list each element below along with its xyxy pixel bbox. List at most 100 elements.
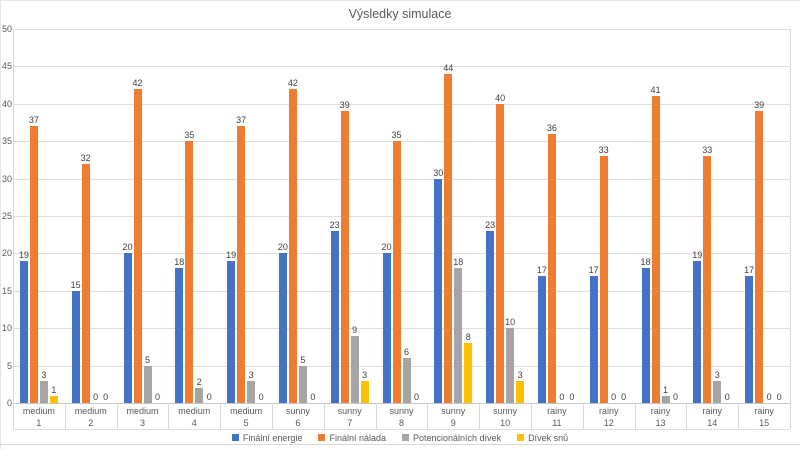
gridline [13, 179, 790, 180]
category-separator [479, 403, 481, 429]
category-weather-label: medium [22, 406, 55, 416]
legend-swatch-icon [318, 434, 326, 441]
bar [195, 388, 204, 403]
y-axis-tick-label: 30 [1, 174, 12, 184]
y-axis-tick-label: 25 [1, 211, 12, 221]
legend-series-label: Finální nálada [329, 432, 386, 443]
category-weather-label: sunny [285, 406, 310, 416]
bar-value-label: 6 [403, 347, 409, 358]
bar-value-label: 5 [300, 354, 306, 365]
bar-value-label: 20 [381, 242, 392, 253]
bar [247, 380, 256, 403]
bar [599, 156, 608, 403]
category-separator [531, 403, 532, 429]
bar-value-label: 20 [277, 242, 288, 253]
category-number-label: 2 [88, 418, 94, 428]
category-separator [323, 403, 325, 429]
y-axis-tick-label: 10 [1, 323, 12, 333]
bar [133, 88, 142, 403]
bar-value-label: 41 [650, 85, 661, 96]
bar-value-label: 33 [702, 145, 713, 156]
bar-value-label: 0 [413, 392, 419, 402]
legend: Finální energie Finální nálada Potencionál… [0, 431, 800, 444]
category-number-label: 13 [655, 418, 666, 428]
category-separator [427, 403, 429, 429]
bar-value-label: 17 [744, 264, 755, 275]
bar-value-label: 0 [258, 392, 264, 402]
gridline [13, 141, 790, 142]
bar [537, 275, 546, 403]
bar-value-label: 44 [443, 62, 454, 73]
bar-value-label: 42 [132, 77, 143, 88]
legend-series-label: Potencionálních dívek [413, 432, 502, 443]
category-separator [738, 403, 740, 429]
category-number-label: 11 [552, 418, 562, 428]
bar [360, 380, 369, 403]
bar-value-label: 42 [287, 77, 298, 88]
bar-value-label: 0 [206, 392, 212, 402]
gridline [13, 29, 790, 30]
bar-value-label: 39 [339, 100, 350, 111]
category-number-label: 3 [139, 418, 145, 428]
category-separator [375, 403, 377, 429]
y-axis-tick-label: 15 [1, 286, 12, 296]
bar-value-label: 0 [154, 392, 160, 402]
y-axis-tick-label: 0 [6, 398, 12, 408]
bar-value-label: 0 [559, 392, 565, 402]
legend-item: Finální energie [231, 433, 302, 443]
bar [496, 103, 505, 403]
bar-value-label: 2 [196, 377, 202, 387]
bar [434, 178, 443, 403]
y-axis-tick-label: 50 [1, 24, 12, 34]
category-weather-label: rainy [547, 406, 567, 416]
x-axis-line [13, 403, 790, 404]
y-axis-tick-label: 35 [1, 136, 12, 146]
category-weather-label: medium [178, 406, 211, 416]
bar-value-label: 17 [536, 264, 547, 275]
bar-value-label: 1 [51, 384, 57, 395]
bar-value-label: 3 [714, 369, 720, 380]
bar [661, 395, 670, 403]
bar-value-label: 3 [517, 369, 523, 380]
bar [123, 253, 132, 403]
bar [382, 253, 391, 403]
category-number-label: 8 [398, 418, 404, 428]
bar [589, 275, 598, 403]
category-weather-label: sunny [337, 406, 362, 416]
bar [185, 141, 194, 403]
gridline [13, 104, 790, 105]
bar-value-label: 35 [391, 130, 402, 141]
gridline [13, 366, 790, 367]
bar-value-label: 37 [236, 115, 247, 126]
category-number-label: 6 [295, 418, 301, 428]
bar-value-label: 0 [93, 392, 99, 402]
bar [755, 111, 764, 403]
bar [298, 365, 307, 403]
bar-value-label: 18 [174, 257, 185, 268]
category-table-bottom-border [13, 429, 790, 430]
bar [693, 260, 702, 403]
category-separator [220, 403, 222, 429]
bar-value-label: 20 [122, 242, 133, 253]
bar [288, 88, 297, 403]
chart-bottom-border [0, 444, 800, 445]
bar-value-label: 3 [248, 369, 254, 380]
bar [29, 126, 38, 403]
chart-title: Výsledky simulace [348, 7, 452, 21]
bar-value-label: 0 [611, 392, 617, 402]
bar-value-label: 33 [598, 145, 609, 156]
bar [237, 126, 246, 403]
bar-value-label: 15 [70, 279, 81, 290]
gridline [13, 253, 790, 254]
legend-series-label: Dívek snů [528, 432, 569, 443]
category-number-label: 10 [500, 418, 511, 428]
plot-left-border [13, 29, 14, 429]
category-number-label: 15 [759, 418, 770, 428]
bar-value-label: 36 [546, 122, 557, 133]
bar [143, 365, 152, 403]
category-weather-label: sunny [493, 406, 518, 416]
category-number-label: 1 [36, 418, 42, 428]
category-weather-label: medium [230, 406, 263, 416]
bar-value-label: 0 [724, 392, 730, 402]
bar [278, 253, 287, 403]
